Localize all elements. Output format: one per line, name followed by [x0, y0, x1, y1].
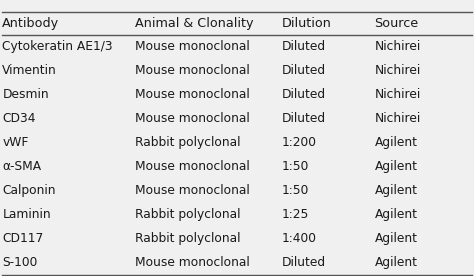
Text: Agilent: Agilent: [374, 136, 418, 149]
Text: Mouse monoclonal: Mouse monoclonal: [135, 88, 250, 101]
Text: Cytokeratin AE1/3: Cytokeratin AE1/3: [2, 40, 113, 53]
Text: Agilent: Agilent: [374, 232, 418, 245]
Text: Mouse monoclonal: Mouse monoclonal: [135, 256, 250, 269]
Text: 1:50: 1:50: [282, 184, 310, 197]
Text: 1:400: 1:400: [282, 232, 317, 245]
Text: Rabbit polyclonal: Rabbit polyclonal: [135, 208, 241, 221]
Text: Mouse monoclonal: Mouse monoclonal: [135, 112, 250, 125]
Text: Source: Source: [374, 17, 419, 30]
Text: Rabbit polyclonal: Rabbit polyclonal: [135, 136, 241, 149]
Text: vWF: vWF: [2, 136, 29, 149]
Text: Diluted: Diluted: [282, 64, 326, 77]
Text: Mouse monoclonal: Mouse monoclonal: [135, 64, 250, 77]
Text: Antibody: Antibody: [2, 17, 60, 30]
Text: Diluted: Diluted: [282, 88, 326, 101]
Text: Animal & Clonality: Animal & Clonality: [135, 17, 254, 30]
Text: α-SMA: α-SMA: [2, 160, 42, 173]
Text: Desmin: Desmin: [2, 88, 49, 101]
Text: Agilent: Agilent: [374, 184, 418, 197]
Text: Nichirei: Nichirei: [374, 88, 421, 101]
Text: Agilent: Agilent: [374, 208, 418, 221]
Text: 1:50: 1:50: [282, 160, 310, 173]
Text: Rabbit polyclonal: Rabbit polyclonal: [135, 232, 241, 245]
Text: Nichirei: Nichirei: [374, 112, 421, 125]
Text: Nichirei: Nichirei: [374, 40, 421, 53]
Text: 1:200: 1:200: [282, 136, 317, 149]
Text: Dilution: Dilution: [282, 17, 332, 30]
Text: Calponin: Calponin: [2, 184, 56, 197]
Text: CD34: CD34: [2, 112, 36, 125]
Text: Mouse monoclonal: Mouse monoclonal: [135, 160, 250, 173]
Text: S-100: S-100: [2, 256, 38, 269]
Text: Nichirei: Nichirei: [374, 64, 421, 77]
Text: Mouse monoclonal: Mouse monoclonal: [135, 40, 250, 53]
Text: Diluted: Diluted: [282, 40, 326, 53]
Text: Vimentin: Vimentin: [2, 64, 57, 77]
Text: CD117: CD117: [2, 232, 44, 245]
Text: Agilent: Agilent: [374, 256, 418, 269]
Text: Laminin: Laminin: [2, 208, 51, 221]
Text: Diluted: Diluted: [282, 112, 326, 125]
Text: Agilent: Agilent: [374, 160, 418, 173]
Text: 1:25: 1:25: [282, 208, 310, 221]
Text: Diluted: Diluted: [282, 256, 326, 269]
Text: Mouse monoclonal: Mouse monoclonal: [135, 184, 250, 197]
